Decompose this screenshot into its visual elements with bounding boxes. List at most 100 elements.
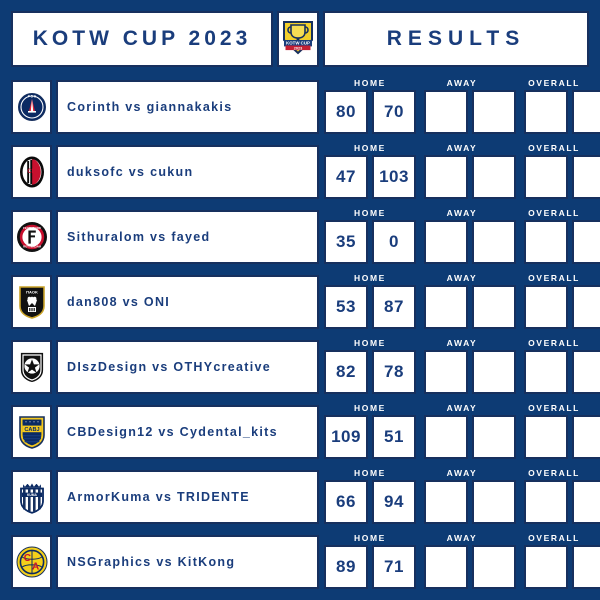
match-name-cell: NSGraphics vs KitKong — [56, 535, 319, 589]
score-cell-overall-2[interactable] — [572, 155, 600, 199]
score-cell-home-1[interactable]: 53 — [324, 285, 368, 329]
column-label-overall: OVERALL — [528, 143, 580, 153]
score-cell-overall-1[interactable] — [524, 155, 568, 199]
score-cell-home-1[interactable]: 47 — [324, 155, 368, 199]
score-cell-away-2[interactable] — [472, 220, 516, 264]
score-cell-overall-2[interactable] — [572, 350, 600, 394]
score-value: 78 — [384, 362, 404, 381]
score-cell-overall-2[interactable] — [572, 90, 600, 134]
score-cell-overall-1[interactable] — [524, 480, 568, 524]
score-cell-overall-2[interactable] — [572, 545, 600, 589]
score-cell-away-2[interactable] — [472, 480, 516, 524]
match-row[interactable]: FEYENOORD ROTTERDAM Sithuralom vs fayed H… — [11, 206, 600, 264]
column-label-overall: OVERALL — [528, 273, 580, 283]
score-cell-overall-2[interactable] — [572, 220, 600, 264]
score-cells: 66 94 — [324, 480, 600, 524]
score-area: HOME AWAY OVERALL 47 103 — [324, 141, 600, 199]
score-cell-home-1[interactable]: 109 — [324, 415, 368, 459]
match-row[interactable]: KUMA ArmorKuma vs TRIDENTE HOME AWAY OVERAL… — [11, 466, 600, 524]
score-column-labels: HOME AWAY OVERALL — [324, 466, 600, 480]
score-cell-overall-1[interactable] — [524, 415, 568, 459]
score-cell-home-1[interactable]: 35 — [324, 220, 368, 264]
match-row[interactable]: ΠΑΟΚ dan808 vs ONI HOME AWAY OVERALL 53 87 — [11, 271, 600, 329]
match-name: Corinth vs giannakakis — [67, 100, 233, 114]
score-cell-home-2[interactable]: 78 — [372, 350, 416, 394]
score-value: 87 — [384, 297, 404, 316]
score-value: 82 — [336, 362, 356, 381]
column-label-away: AWAY — [446, 273, 478, 283]
score-cell-overall-2[interactable] — [572, 285, 600, 329]
score-cell-home-2[interactable]: 103 — [372, 155, 416, 199]
score-value: 51 — [384, 427, 404, 446]
score-cell-away-1[interactable] — [424, 350, 468, 394]
score-area: HOME AWAY OVERALL 82 78 — [324, 336, 600, 394]
svg-text:CABJ: CABJ — [24, 427, 39, 433]
score-cell-overall-1[interactable] — [524, 220, 568, 264]
score-cell-away-1[interactable] — [424, 155, 468, 199]
column-label-overall: OVERALL — [528, 533, 580, 543]
score-cell-away-1[interactable] — [424, 90, 468, 134]
score-cell-overall-1[interactable] — [524, 545, 568, 589]
column-label-away: AWAY — [446, 533, 478, 543]
match-row[interactable]: DIszDesign vs OTHYcreative HOME AWAY OVERAL… — [11, 336, 600, 394]
score-cell-away-1[interactable] — [424, 480, 468, 524]
score-cell-overall-2[interactable] — [572, 480, 600, 524]
score-area: HOME AWAY OVERALL 35 0 — [324, 206, 600, 264]
header-results-box: RESULTS — [323, 11, 589, 67]
score-cell-away-1[interactable] — [424, 545, 468, 589]
score-value: 109 — [331, 427, 361, 446]
score-cell-away-2[interactable] — [472, 415, 516, 459]
score-value: 80 — [336, 102, 356, 121]
match-name: DIszDesign vs OTHYcreative — [67, 360, 272, 374]
match-row[interactable]: C A NSGraphics vs KitKong HOME AWAY OVERALL… — [11, 531, 600, 589]
feyenoord-crest-icon: FEYENOORD ROTTERDAM — [16, 221, 48, 253]
match-row[interactable]: P S G Corinth vs giannakakis HOME AWAY OVER… — [11, 76, 600, 134]
score-cell-home-2[interactable]: 0 — [372, 220, 416, 264]
column-label-home: HOME — [354, 78, 386, 88]
score-cell-overall-2[interactable] — [572, 415, 600, 459]
score-value: 94 — [384, 492, 404, 511]
score-cells: 109 51 — [324, 415, 600, 459]
score-cell-away-2[interactable] — [472, 155, 516, 199]
score-cell-away-2[interactable] — [472, 90, 516, 134]
svg-text:KUMA: KUMA — [27, 493, 38, 497]
column-label-away: AWAY — [446, 208, 478, 218]
score-cell-away-2[interactable] — [472, 350, 516, 394]
score-cell-home-2[interactable]: 70 — [372, 90, 416, 134]
score-cell-away-2[interactable] — [472, 545, 516, 589]
score-cell-overall-1[interactable] — [524, 350, 568, 394]
match-name-cell: Sithuralom vs fayed — [56, 210, 319, 264]
score-cell-home-1[interactable]: 80 — [324, 90, 368, 134]
match-name: Sithuralom vs fayed — [67, 230, 211, 244]
score-column-labels: HOME AWAY OVERALL — [324, 401, 600, 415]
score-cell-away-1[interactable] — [424, 415, 468, 459]
score-cell-overall-1[interactable] — [524, 90, 568, 134]
score-cell-away-1[interactable] — [424, 285, 468, 329]
score-value: 66 — [336, 492, 356, 511]
svg-text:P S G: P S G — [27, 94, 36, 98]
kotw-cup-trophy-badge-icon: KOTW CUP 2023 — [282, 19, 314, 60]
score-cell-home-2[interactable]: 71 — [372, 545, 416, 589]
score-cell-away-2[interactable] — [472, 285, 516, 329]
score-cell-away-1[interactable] — [424, 220, 468, 264]
score-cell-overall-1[interactable] — [524, 285, 568, 329]
team-crest-cell — [11, 340, 52, 394]
column-label-home: HOME — [354, 533, 386, 543]
score-cell-home-2[interactable]: 87 — [372, 285, 416, 329]
score-value: 0 — [389, 232, 399, 251]
match-row[interactable]: CABJ CBDesign12 vs Cydental_kits HOME AWAY… — [11, 401, 600, 459]
score-cell-home-1[interactable]: 82 — [324, 350, 368, 394]
column-label-overall: OVERALL — [528, 78, 580, 88]
score-cell-home-1[interactable]: 66 — [324, 480, 368, 524]
match-name-cell: ArmorKuma vs TRIDENTE — [56, 470, 319, 524]
match-row[interactable]: CM duksofc vs cukun HOME AWAY OVERALL 47 103 — [11, 141, 600, 199]
score-cell-home-1[interactable]: 89 — [324, 545, 368, 589]
boca-juniors-crest-icon: CABJ — [18, 415, 46, 449]
score-cell-home-2[interactable]: 94 — [372, 480, 416, 524]
column-label-away: AWAY — [446, 403, 478, 413]
score-area: HOME AWAY OVERALL 109 51 — [324, 401, 600, 459]
column-label-away: AWAY — [446, 78, 478, 88]
paris-saint-germain-crest-icon: P S G — [17, 90, 47, 124]
score-cell-home-2[interactable]: 51 — [372, 415, 416, 459]
